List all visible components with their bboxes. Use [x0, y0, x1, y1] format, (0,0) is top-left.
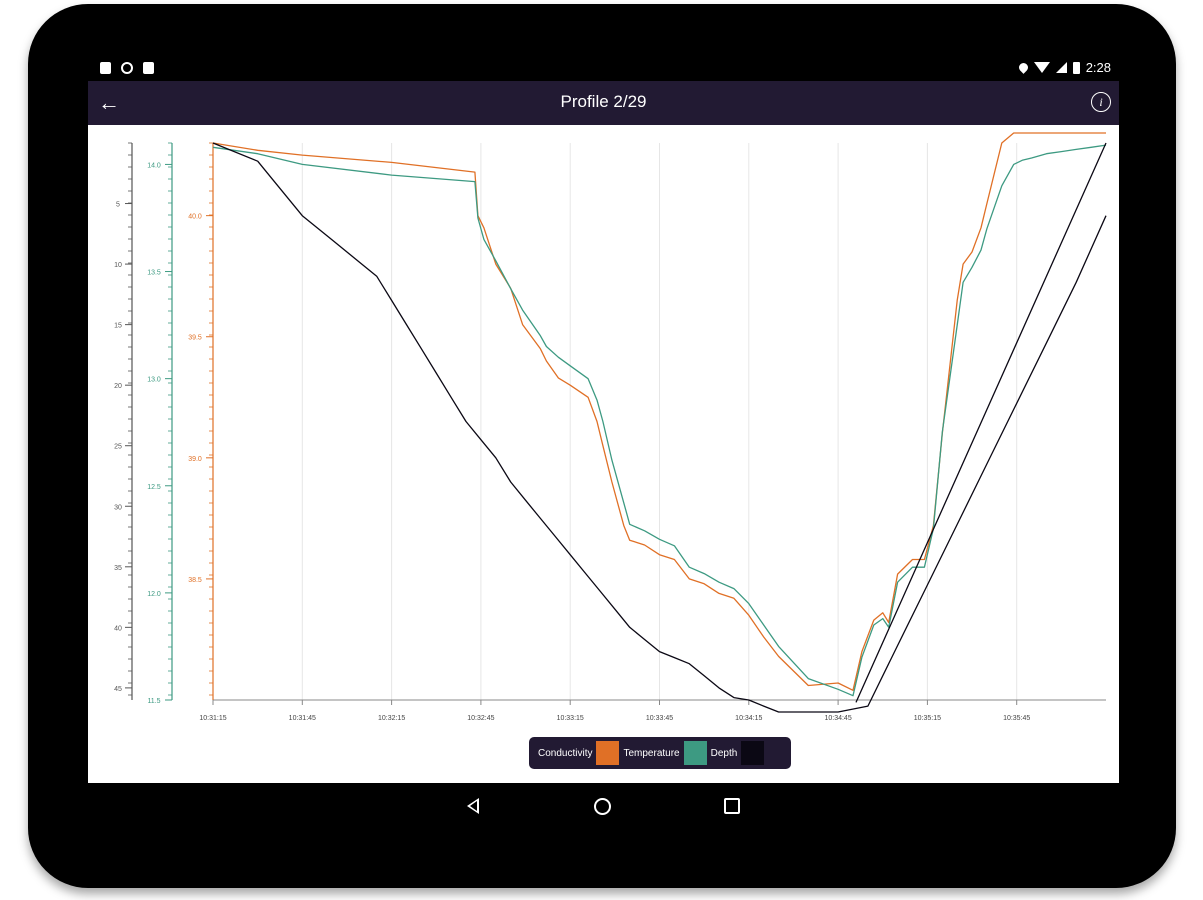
- temperature-tick-label: 13.0: [147, 377, 161, 384]
- device-screen: 2:28 ← Profile 2/29 i 10:31:15 10:31:45 10…: [88, 57, 1119, 783]
- conductivity-tick-label: 40.0: [188, 214, 202, 221]
- legend-item-conductivity[interactable]: Conductivity: [538, 741, 620, 765]
- x-tick-label: 10:35:15: [914, 715, 941, 722]
- x-tick-label: 10:35:45: [1003, 715, 1030, 722]
- page-title: Profile 2/29: [560, 92, 647, 111]
- legend-item-depth[interactable]: Depth: [711, 741, 765, 765]
- x-tick-label: 10:33:15: [557, 715, 584, 722]
- nav-back-icon[interactable]: [467, 798, 479, 814]
- x-tick-label: 10:34:45: [824, 715, 851, 722]
- depth-tick-label: 25: [114, 444, 122, 451]
- chart-svg[interactable]: 10:31:15 10:31:45 10:32:15 10:32:45 10:33:15…: [88, 125, 1119, 783]
- temperature-tick-label: 14.0: [147, 162, 161, 169]
- temperature-tick-label: 13.5: [147, 270, 161, 277]
- series-line-depth-return: [855, 142, 1107, 703]
- app-bar: ← Profile 2/29 i: [88, 81, 1119, 125]
- conductivity-tick-label: 39.5: [188, 335, 202, 342]
- depth-tick-label: 15: [114, 323, 122, 330]
- temperature-tick-label: 12.0: [147, 591, 161, 598]
- battery-icon: [1072, 61, 1080, 74]
- arrow-left-icon[interactable]: ←: [98, 90, 120, 115]
- status-right: 2:28: [1016, 60, 1111, 75]
- sd-card-icon: [143, 62, 154, 74]
- legend-label: Temperature: [623, 747, 680, 759]
- x-tick-label: 10:31:45: [289, 715, 316, 722]
- chart-legend: Conductivity Temperature Depth: [529, 737, 791, 769]
- depth-tick-label: 35: [114, 565, 122, 572]
- depth-tick-label: 45: [114, 686, 122, 693]
- nav-recents-icon[interactable]: [724, 798, 740, 814]
- notification-icon: [100, 62, 111, 74]
- nav-home-icon[interactable]: [594, 798, 611, 815]
- depth-tick-label: 40: [114, 625, 122, 632]
- conductivity-tick-label: 39.0: [188, 456, 202, 463]
- status-time: 2:28: [1085, 60, 1111, 75]
- temperature-tick-label: 12.5: [147, 484, 161, 491]
- signal-icon: [1055, 62, 1067, 73]
- depth-tick-label: 30: [114, 504, 122, 511]
- sync-icon: [121, 62, 133, 74]
- legend-swatch: [741, 741, 765, 765]
- legend-label: Conductivity: [538, 747, 593, 759]
- x-tick-label: 10:32:15: [378, 715, 405, 722]
- x-tick-label: 10:32:45: [467, 715, 494, 722]
- legend-swatch: [683, 741, 707, 765]
- profile-chart[interactable]: 10:31:15 10:31:45 10:32:15 10:32:45 10:33:15…: [88, 125, 1119, 783]
- series-line-temperature: [212, 144, 1107, 697]
- x-tick-label: 10:33:45: [646, 715, 673, 722]
- legend-item-temperature[interactable]: Temperature: [623, 741, 707, 765]
- depth-tick-label: 10: [114, 262, 122, 269]
- location-icon: [1016, 61, 1030, 74]
- status-bar: 2:28: [88, 57, 1119, 81]
- series-line-conductivity: [212, 132, 1106, 691]
- x-tick-label: 10:31:15: [199, 715, 226, 722]
- series-line-depth: [212, 142, 1107, 713]
- depth-tick-label: 20: [114, 383, 122, 390]
- legend-swatch: [596, 741, 620, 765]
- temperature-tick-label: 11.5: [147, 698, 160, 705]
- status-left-icons: [100, 62, 154, 74]
- conductivity-tick-label: 38.5: [188, 577, 202, 584]
- depth-tick-label: 5: [116, 202, 120, 209]
- legend-label: Depth: [710, 747, 738, 759]
- info-icon[interactable]: i: [1091, 92, 1111, 112]
- wifi-icon: [1033, 62, 1050, 73]
- x-tick-label: 10:34:15: [735, 715, 762, 722]
